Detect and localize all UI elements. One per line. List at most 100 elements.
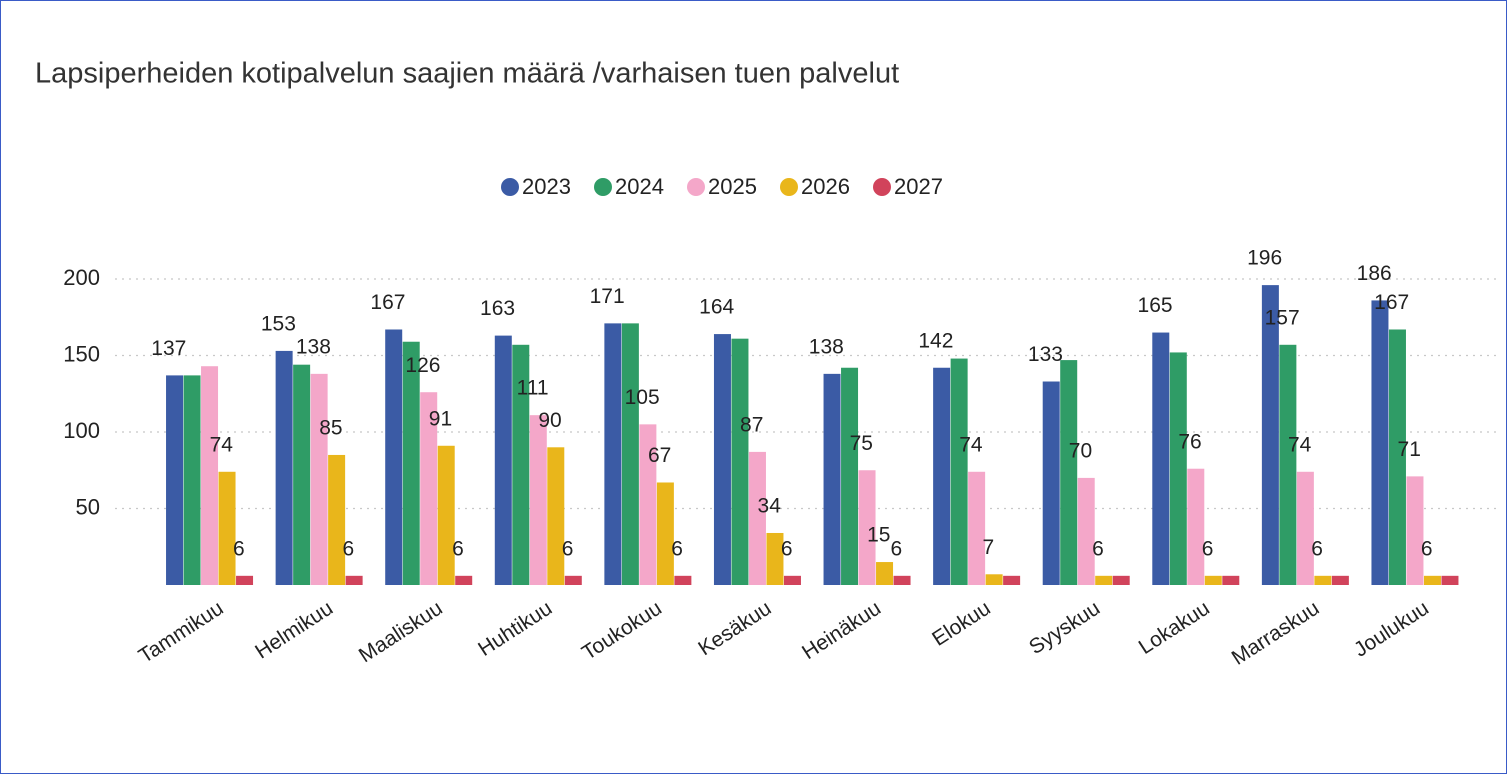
bar bbox=[1077, 477, 1095, 585]
bar bbox=[1187, 468, 1205, 585]
data-label: 90 bbox=[538, 409, 561, 432]
legend-label: 2023 bbox=[522, 174, 571, 199]
bar bbox=[1279, 344, 1297, 585]
bar bbox=[455, 575, 473, 585]
bar bbox=[1112, 575, 1130, 585]
bar bbox=[933, 367, 951, 585]
bar bbox=[783, 575, 801, 585]
data-label: 85 bbox=[319, 416, 342, 439]
bar bbox=[841, 367, 859, 585]
bar bbox=[1331, 575, 1349, 585]
bar bbox=[201, 366, 219, 585]
data-label: 157 bbox=[1265, 306, 1300, 329]
data-label: 6 bbox=[1421, 537, 1433, 560]
bar bbox=[985, 574, 1003, 585]
bar bbox=[547, 447, 565, 585]
legend-label: 2024 bbox=[615, 174, 664, 199]
bar bbox=[656, 482, 674, 585]
bar bbox=[1060, 360, 1078, 585]
data-label: 133 bbox=[1028, 343, 1063, 366]
legend-label: 2027 bbox=[894, 174, 943, 199]
data-label: 67 bbox=[648, 444, 671, 467]
bar bbox=[1296, 471, 1314, 585]
bar bbox=[604, 323, 622, 585]
bar bbox=[1388, 329, 1406, 585]
bar bbox=[437, 445, 455, 585]
bar bbox=[1261, 285, 1279, 585]
bar bbox=[275, 350, 293, 585]
y-tick-label: 100 bbox=[63, 418, 100, 443]
bar bbox=[1204, 575, 1222, 585]
data-label: 15 bbox=[867, 524, 890, 547]
data-label: 137 bbox=[151, 337, 186, 360]
bar bbox=[564, 575, 582, 585]
data-label: 6 bbox=[452, 537, 464, 560]
data-label: 7 bbox=[983, 536, 995, 559]
data-label: 105 bbox=[625, 386, 660, 409]
data-label: 6 bbox=[671, 537, 683, 560]
bar bbox=[950, 358, 968, 585]
bar bbox=[166, 375, 184, 585]
data-label: 6 bbox=[1202, 537, 1214, 560]
data-label: 87 bbox=[740, 413, 763, 436]
data-label: 34 bbox=[758, 495, 782, 518]
data-label: 138 bbox=[296, 335, 331, 358]
bar bbox=[748, 451, 766, 585]
data-label: 142 bbox=[918, 329, 953, 352]
data-label: 167 bbox=[1374, 291, 1409, 314]
data-label: 70 bbox=[1069, 439, 1092, 462]
bar bbox=[385, 329, 403, 585]
bar bbox=[1095, 575, 1113, 585]
data-label: 171 bbox=[590, 285, 625, 308]
legend-marker bbox=[687, 178, 705, 196]
data-label: 6 bbox=[1092, 537, 1104, 560]
y-tick-label: 150 bbox=[63, 341, 100, 366]
bar bbox=[968, 471, 986, 585]
bar bbox=[876, 562, 894, 585]
bar bbox=[858, 470, 876, 585]
data-label: 71 bbox=[1398, 438, 1421, 461]
bar bbox=[310, 373, 328, 585]
data-label: 138 bbox=[809, 335, 844, 358]
bar bbox=[1406, 476, 1424, 585]
bar bbox=[1042, 381, 1060, 585]
data-label: 74 bbox=[959, 433, 983, 456]
bar bbox=[1152, 332, 1170, 585]
data-label: 6 bbox=[343, 537, 355, 560]
bar bbox=[293, 364, 311, 585]
bar bbox=[1169, 352, 1187, 585]
data-label: 6 bbox=[781, 537, 793, 560]
bar bbox=[183, 375, 201, 585]
data-label: 91 bbox=[429, 407, 452, 430]
bar bbox=[1371, 300, 1389, 585]
bar bbox=[731, 338, 749, 585]
data-label: 153 bbox=[261, 312, 296, 335]
data-label: 75 bbox=[850, 432, 873, 455]
legend-label: 2025 bbox=[708, 174, 757, 199]
bar bbox=[1222, 575, 1240, 585]
bar bbox=[345, 575, 363, 585]
legend-marker bbox=[594, 178, 612, 196]
data-label: 111 bbox=[517, 377, 549, 400]
legend-marker bbox=[780, 178, 798, 196]
bar bbox=[674, 575, 692, 585]
data-label: 6 bbox=[890, 537, 902, 560]
legend-label: 2026 bbox=[801, 174, 850, 199]
data-label: 6 bbox=[562, 537, 574, 560]
bar bbox=[1003, 575, 1021, 585]
data-label: 164 bbox=[699, 296, 734, 319]
bar bbox=[713, 334, 731, 585]
bar bbox=[639, 424, 657, 585]
data-label: 76 bbox=[1178, 430, 1201, 453]
bar bbox=[328, 454, 346, 585]
bar bbox=[1423, 575, 1441, 585]
data-label: 196 bbox=[1247, 247, 1282, 270]
data-label: 6 bbox=[233, 537, 245, 560]
data-label: 165 bbox=[1138, 294, 1173, 317]
data-label: 126 bbox=[405, 354, 440, 377]
bar bbox=[529, 415, 547, 585]
bar bbox=[236, 575, 254, 585]
bar bbox=[1441, 575, 1459, 585]
